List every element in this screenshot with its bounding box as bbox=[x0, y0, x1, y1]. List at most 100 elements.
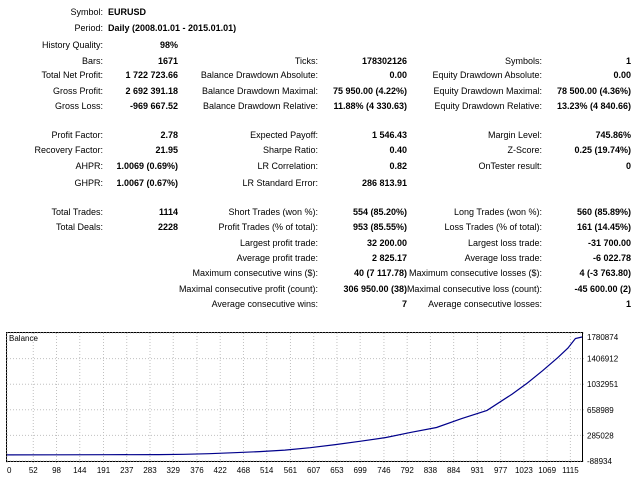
ticks-value: 178302126 bbox=[361, 56, 407, 66]
x-tick-label: 514 bbox=[260, 466, 274, 475]
x-tick-label: 699 bbox=[354, 466, 368, 475]
short-trades-value: 554 (85.20%) bbox=[352, 207, 407, 217]
average-loss-trade-value: -6 022.78 bbox=[592, 253, 631, 263]
x-tick-label: 144 bbox=[73, 466, 87, 475]
balance-drawdown-relative-label: Balance Drawdown Relative: bbox=[202, 101, 318, 111]
chart-plot-border bbox=[6, 332, 583, 462]
lr-correlation-value: 0.82 bbox=[389, 161, 407, 171]
x-tick-label: 607 bbox=[307, 466, 321, 475]
ticks-label: Ticks: bbox=[294, 56, 318, 66]
y-tick-label: 1406912 bbox=[587, 355, 619, 364]
largest-profit-trade-label: Largest profit trade: bbox=[239, 238, 318, 248]
average-profit-trade-value: 2 825.17 bbox=[371, 253, 407, 263]
average-loss-trade-label: Average loss trade: bbox=[464, 253, 542, 263]
equity-drawdown-maximal-value: 78 500.00 (4.36%) bbox=[556, 86, 631, 96]
max-consecutive-losses-value: 4 (-3 763.80) bbox=[579, 268, 631, 278]
average-consecutive-losses-value: 1 bbox=[625, 299, 631, 309]
x-tick-label: 468 bbox=[237, 466, 251, 475]
period-label: Period: bbox=[74, 23, 103, 33]
lr-correlation-label: LR Correlation: bbox=[257, 161, 318, 171]
gross-profit-value: 2 692 391.18 bbox=[125, 86, 178, 96]
balance-drawdown-relative-value: 11.88% (4 330.63) bbox=[333, 101, 407, 111]
x-tick-label: 931 bbox=[471, 466, 485, 475]
recovery-factor-value: 21.95 bbox=[155, 145, 178, 155]
x-tick-label: 237 bbox=[120, 466, 134, 475]
expected-payoff-label: Expected Payoff: bbox=[250, 130, 318, 140]
recovery-factor-label: Recovery Factor: bbox=[34, 145, 103, 155]
total-trades-label: Total Trades: bbox=[51, 207, 103, 217]
loss-trades-label: Loss Trades (% of total): bbox=[444, 222, 542, 232]
balance-chart: Balance -88934 285028 658989 1032951 1406912… bbox=[6, 332, 619, 475]
sharpe-ratio-label: Sharpe Ratio: bbox=[262, 145, 318, 155]
x-tick-label: 838 bbox=[424, 466, 438, 475]
total-deals-value: 2228 bbox=[157, 222, 178, 232]
equity-drawdown-absolute-label: Equity Drawdown Absolute: bbox=[432, 70, 542, 80]
x-tick-label: 1069 bbox=[538, 466, 556, 475]
x-tick-label: 98 bbox=[52, 466, 61, 475]
expected-payoff-value: 1 546.43 bbox=[371, 130, 407, 140]
long-trades-label: Long Trades (won %): bbox=[453, 207, 542, 217]
ontester-result-value: 0 bbox=[625, 161, 631, 171]
largest-profit-trade-value: 32 200.00 bbox=[366, 238, 407, 248]
ahpr-label: AHPR: bbox=[75, 161, 103, 171]
lr-standard-error-label: LR Standard Error: bbox=[242, 178, 318, 188]
margin-level-value: 745.86% bbox=[595, 130, 631, 140]
bars-label: Bars: bbox=[81, 56, 103, 66]
x-tick-label: 884 bbox=[447, 466, 461, 475]
long-trades-value: 560 (85.89%) bbox=[576, 207, 631, 217]
equity-drawdown-relative-value: 13.23% (4 840.66) bbox=[556, 101, 631, 111]
bars-value: 1671 bbox=[157, 56, 178, 66]
total-deals-label: Total Deals: bbox=[55, 222, 103, 232]
x-tick-label: 792 bbox=[400, 466, 414, 475]
largest-loss-trade-value: -31 700.00 bbox=[587, 238, 631, 248]
history-quality-value: 98% bbox=[159, 40, 178, 50]
y-tick-label: 1032951 bbox=[587, 380, 619, 389]
net-profit-value: 1 722 723.66 bbox=[125, 70, 178, 80]
maximal-consecutive-profit-value: 306 950.00 (38) bbox=[343, 284, 407, 294]
balance-drawdown-maximal-value: 75 950.00 (4.22%) bbox=[332, 86, 407, 96]
x-tick-label: 0 bbox=[7, 466, 12, 475]
equity-drawdown-absolute-value: 0.00 bbox=[613, 70, 631, 80]
profit-trades-value: 953 (85.55%) bbox=[352, 222, 407, 232]
net-profit-label: Total Net Profit: bbox=[41, 70, 103, 80]
average-consecutive-wins-label: Average consecutive wins: bbox=[211, 299, 318, 309]
short-trades-label: Short Trades (won %): bbox=[228, 207, 318, 217]
max-consecutive-wins-label: Maximum consecutive wins ($): bbox=[192, 268, 318, 278]
profit-trades-label: Profit Trades (% of total): bbox=[218, 222, 318, 232]
ontester-result-label: OnTester result: bbox=[478, 161, 542, 171]
average-consecutive-losses-label: Average consecutive losses: bbox=[428, 299, 542, 309]
balance-drawdown-absolute-value: 0.00 bbox=[389, 70, 407, 80]
x-tick-label: 746 bbox=[377, 466, 391, 475]
maximal-consecutive-loss-value: -45 600.00 (2) bbox=[574, 284, 631, 294]
x-tick-label: 329 bbox=[167, 466, 181, 475]
chart-y-tick-labels: -88934 285028 658989 1032951 1406912 1780874 bbox=[587, 333, 619, 466]
history-quality-label: History Quality: bbox=[41, 40, 103, 50]
balance-drawdown-maximal-label: Balance Drawdown Maximal: bbox=[201, 86, 318, 96]
x-tick-label: 52 bbox=[29, 466, 38, 475]
profit-factor-label: Profit Factor: bbox=[51, 130, 103, 140]
x-tick-label: 422 bbox=[214, 466, 228, 475]
gross-profit-label: Gross Profit: bbox=[52, 86, 103, 96]
x-tick-label: 283 bbox=[143, 466, 157, 475]
x-tick-label: 561 bbox=[284, 466, 298, 475]
equity-drawdown-maximal-label: Equity Drawdown Maximal: bbox=[433, 86, 542, 96]
balance-series-line bbox=[6, 336, 583, 456]
chart-title: Balance bbox=[9, 334, 38, 343]
y-tick-label: -88934 bbox=[587, 457, 612, 466]
average-profit-trade-label: Average profit trade: bbox=[236, 253, 318, 263]
max-consecutive-losses-label: Maximum consecutive losses ($): bbox=[408, 268, 542, 278]
average-consecutive-wins-value: 7 bbox=[401, 299, 407, 309]
z-score-label: Z-Score: bbox=[507, 145, 542, 155]
x-tick-label: 653 bbox=[330, 466, 344, 475]
period-value: Daily (2008.01.01 - 2015.01.01) bbox=[108, 23, 237, 33]
x-tick-label: 191 bbox=[97, 466, 111, 475]
symbols-value: 1 bbox=[625, 56, 631, 66]
ghpr-label: GHPR: bbox=[74, 178, 103, 188]
total-trades-value: 1114 bbox=[158, 207, 178, 217]
y-tick-label: 1780874 bbox=[587, 333, 619, 342]
chart-grid bbox=[6, 332, 585, 465]
x-tick-label: 1115 bbox=[562, 466, 579, 475]
ghpr-value: 1.0067 (0.67%) bbox=[116, 178, 178, 188]
equity-drawdown-relative-label: Equity Drawdown Relative: bbox=[434, 101, 542, 111]
sharpe-ratio-value: 0.40 bbox=[389, 145, 407, 155]
